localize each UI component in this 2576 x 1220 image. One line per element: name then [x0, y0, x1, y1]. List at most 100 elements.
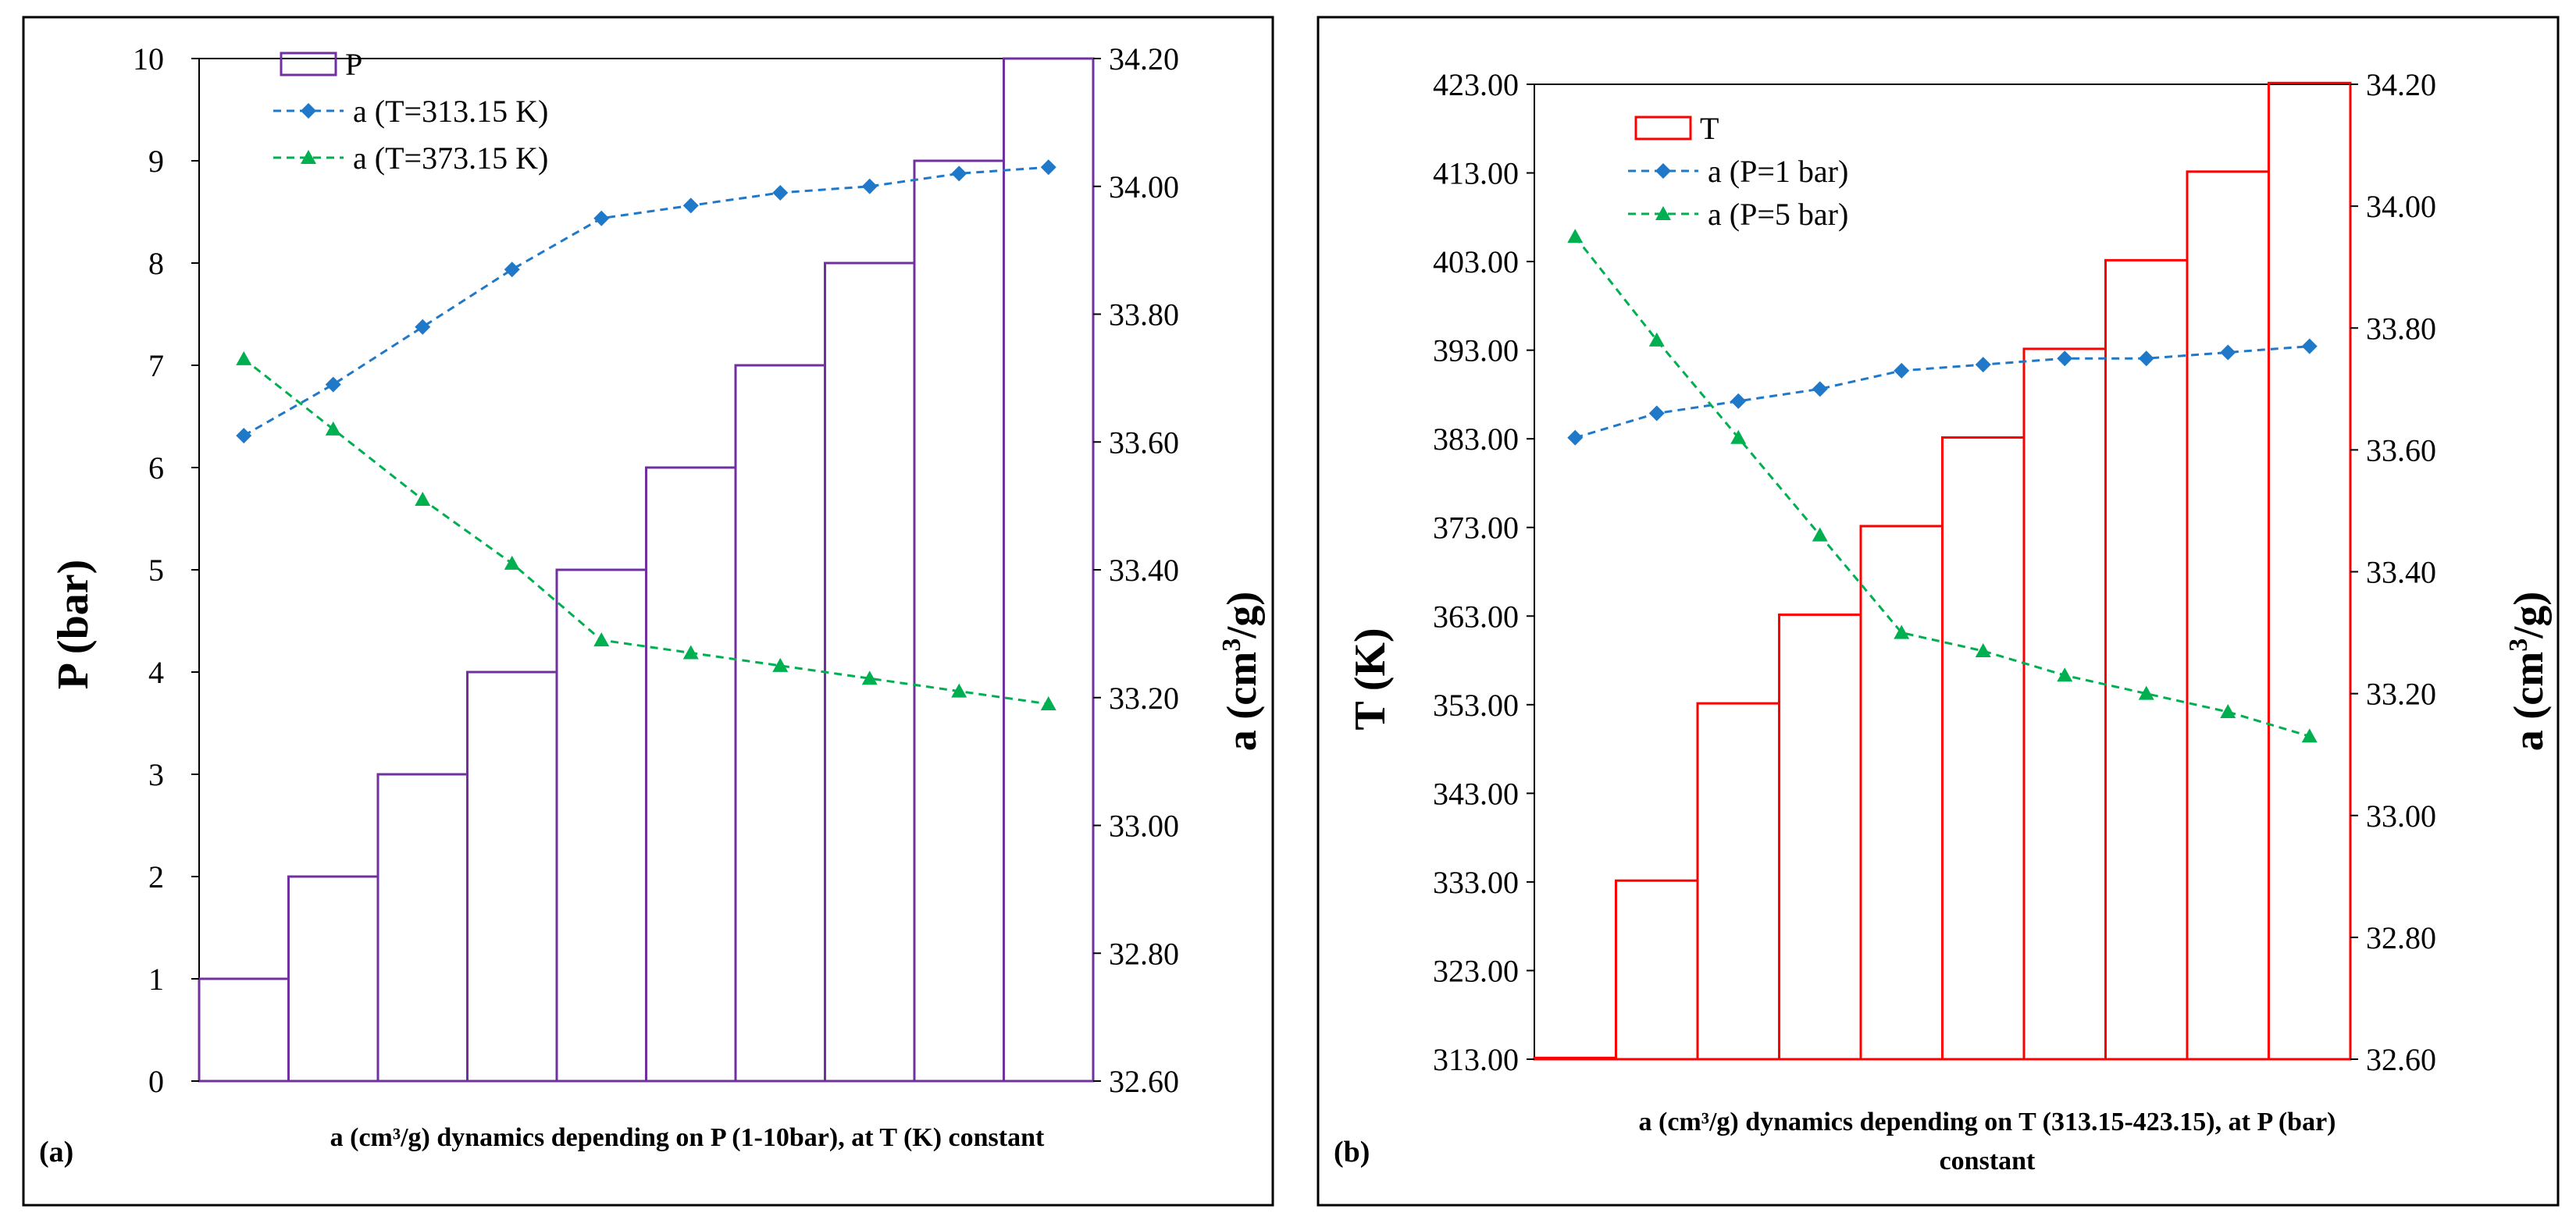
panel-a-y-left-tick-label: 10 [133, 41, 164, 76]
panel-b-y-right-tick-label: 33.40 [2366, 555, 2436, 590]
panel-a-series-1-point-9 [951, 165, 967, 182]
panel-a-legend-series-2-label: a (T=373.15 K) [353, 140, 548, 176]
panel-b-series-2-point-6 [1975, 642, 1991, 657]
panel-a-series-2-point-9 [951, 683, 967, 698]
panel-a-bar-1 [198, 977, 290, 1083]
panel-b-bar-3 [1696, 702, 1780, 1061]
panel-b-y-left-tick-label: 403.00 [1433, 244, 1519, 279]
panel-b-y-left-tick-label: 363.00 [1433, 599, 1519, 634]
panel-b-y-right-label-end: /g) [2505, 592, 2552, 639]
panel-a-ticks: 0 1 2 3 4 5 6 7 8 9 10 32.60 32.80 33.00 33.20 33.40 33.… [133, 41, 1179, 1099]
panel-a-series-1-point-4 [504, 261, 520, 278]
panel-a-legend: Pa (T=313.15 K) a (T=373.15 K) [273, 47, 548, 176]
panel-b-bar-6 [1941, 436, 2026, 1061]
panel-a-legend-bar-label: P [345, 47, 362, 82]
panel-b-legend-series-1-marker [1655, 163, 1671, 179]
panel-a-y-right-tick-label: 33.60 [1109, 425, 1179, 460]
panel-b-legend: Ta (P=1 bar) a (P=5 bar) [1628, 111, 1848, 232]
panel-a-y-right-label-main: a (cm [1218, 652, 1265, 751]
panel-b-y-right-label: a (cm3/g) [2504, 592, 2552, 751]
panel-a-y-left-label-main: P [49, 663, 98, 689]
panel-b-series-1-point-6 [1975, 357, 1991, 373]
panel-b-y-left-label-main: T [1346, 702, 1395, 731]
panel-a-y-right-tick-label: 32.60 [1109, 1064, 1179, 1099]
panel-a-bar-6 [645, 466, 737, 1083]
panel-a-series-1-point-5 [593, 210, 610, 226]
panel-a-y-right-tick-label: 33.40 [1109, 553, 1179, 588]
panel-b: 313.00323.00333.00343.00353.00363.00373.… [1317, 16, 2560, 1207]
panel-b-bar-2 [1615, 879, 1699, 1061]
panel-a-y-left-label-unit: (bar) [49, 560, 98, 654]
panel-b-series-2-point-10 [2301, 728, 2318, 743]
panel-b-y-right-tick-label: 32.60 [2366, 1042, 2436, 1077]
panel-b-legend-series-2-label: a (P=5 bar) [1708, 197, 1848, 232]
panel-a-y-right-tick-label: 33.80 [1109, 297, 1179, 333]
panel-a-y-left-tick-label: 4 [148, 655, 164, 690]
panel-b-legend-series-1-label: a (P=1 bar) [1708, 154, 1848, 189]
panel-a-y-left-tick-label: 9 [148, 144, 164, 179]
panel-a-y-left-tick-label: 1 [148, 962, 164, 997]
panel-a-y-right-tick-label: 32.80 [1109, 936, 1179, 971]
panel-b-series-1-point-8 [2138, 350, 2154, 367]
panel-a-series-1-point-6 [682, 197, 699, 214]
panel-b-y-left-tick-label: 383.00 [1433, 421, 1519, 457]
panel-a-y-left-tick-label: 8 [148, 246, 164, 281]
panel-b-legend-bar-swatch [1634, 116, 1692, 140]
panel-a-series-2-point-4 [504, 555, 520, 570]
panel-b-y-left-label: T (K) [1346, 628, 1395, 730]
panel-a-bar-5 [555, 568, 647, 1083]
panel-a-y-left-label: P (bar) [49, 560, 98, 689]
panel-b-y-right-tick-label: 34.00 [2366, 189, 2436, 224]
panel-a-series-1-point-8 [861, 178, 878, 194]
panel-b-bar-10 [2268, 81, 2352, 1061]
panel-a-y-right-tick-label: 33.00 [1109, 809, 1179, 844]
panel-b-y-left-tick-label: 333.00 [1433, 865, 1519, 900]
panel-a-bars [198, 57, 1095, 1083]
panel-b-series-1-point-4 [1812, 381, 1828, 397]
panel-b-series-1-point-7 [2057, 350, 2073, 367]
panel-a-series-1-point-10 [1040, 159, 1056, 176]
panel-a: 0 1 2 3 4 5 6 7 8 9 10 32.60 32.80 33.00 33.20 33.40 33.… [22, 16, 1274, 1207]
panel-b-border [1317, 16, 2560, 1207]
panel-b-y-right-tick-label: 33.00 [2366, 799, 2436, 834]
panel-b-y-right-label-main: a (cm [2505, 652, 2552, 751]
panel-b-series-2-point-5 [1894, 624, 1910, 639]
panel-a-series-2-point-7 [772, 657, 789, 672]
panel-a-y-right-label-sup: 3 [1217, 638, 1246, 652]
panel-a-series-1-point-2 [325, 376, 341, 393]
panel-a-y-left-tick-label: 7 [148, 348, 164, 383]
panel-b-bar-7 [2022, 347, 2107, 1061]
panel-a-series-1-point-1 [236, 428, 252, 444]
panel-a-series-1-point-7 [772, 184, 789, 201]
panel-a-lines [236, 159, 1056, 710]
panel-b-y-right-tick-label: 34.20 [2366, 67, 2436, 102]
panel-b-y-left-tick-label: 393.00 [1433, 333, 1519, 368]
panel-b-series-1-point-10 [2301, 338, 2318, 354]
panel-b-ticks: 313.00 323.00 333.00 343.00 353.00 363.00 373.… [1433, 67, 2436, 1077]
panel-a-y-right-label: a (cm3/g) [1217, 592, 1265, 751]
panel-b-y-right-label-sup: 3 [2504, 638, 2533, 652]
panel-b-y-left-tick-label: 373.00 [1433, 510, 1519, 546]
panel-a-y-left-tick-label: 2 [148, 859, 164, 895]
panel-b-y-right-tick-label: 32.80 [2366, 920, 2436, 955]
panel-a-bar-3 [376, 773, 469, 1083]
panel-a-caption: a (cm³/g) dynamics depending on P (1-10b… [330, 1123, 1045, 1152]
panel-b-caption-line2: constant [1940, 1147, 2036, 1176]
panel-a-legend-bar-swatch [280, 52, 337, 76]
panel-a-bar-7 [734, 364, 826, 1083]
panel-a-series-2-point-10 [1040, 695, 1056, 710]
panel-a-label: (a) [39, 1136, 73, 1168]
panel-b-series-2-point-3 [1730, 429, 1747, 444]
panel-a-legend-series-1-label: a (T=313.15 K) [353, 94, 548, 129]
panel-a-series-2-point-5 [593, 632, 610, 647]
panel-b-bar-5 [1859, 525, 1944, 1061]
panel-b-series-2-point-1 [1567, 229, 1584, 244]
panel-b-series-2-point-2 [1648, 332, 1665, 347]
panel-b-y-left-tick-label: 413.00 [1433, 156, 1519, 191]
panel-b-bars [1533, 81, 2352, 1061]
panel-b-legend-bar-label: T [1700, 111, 1719, 146]
panel-a-bar-10 [1003, 57, 1095, 1083]
panel-a-series-2-point-8 [861, 670, 878, 685]
panel-a-series-2-point-2 [325, 421, 341, 436]
panel-b-lines [1567, 229, 2318, 743]
